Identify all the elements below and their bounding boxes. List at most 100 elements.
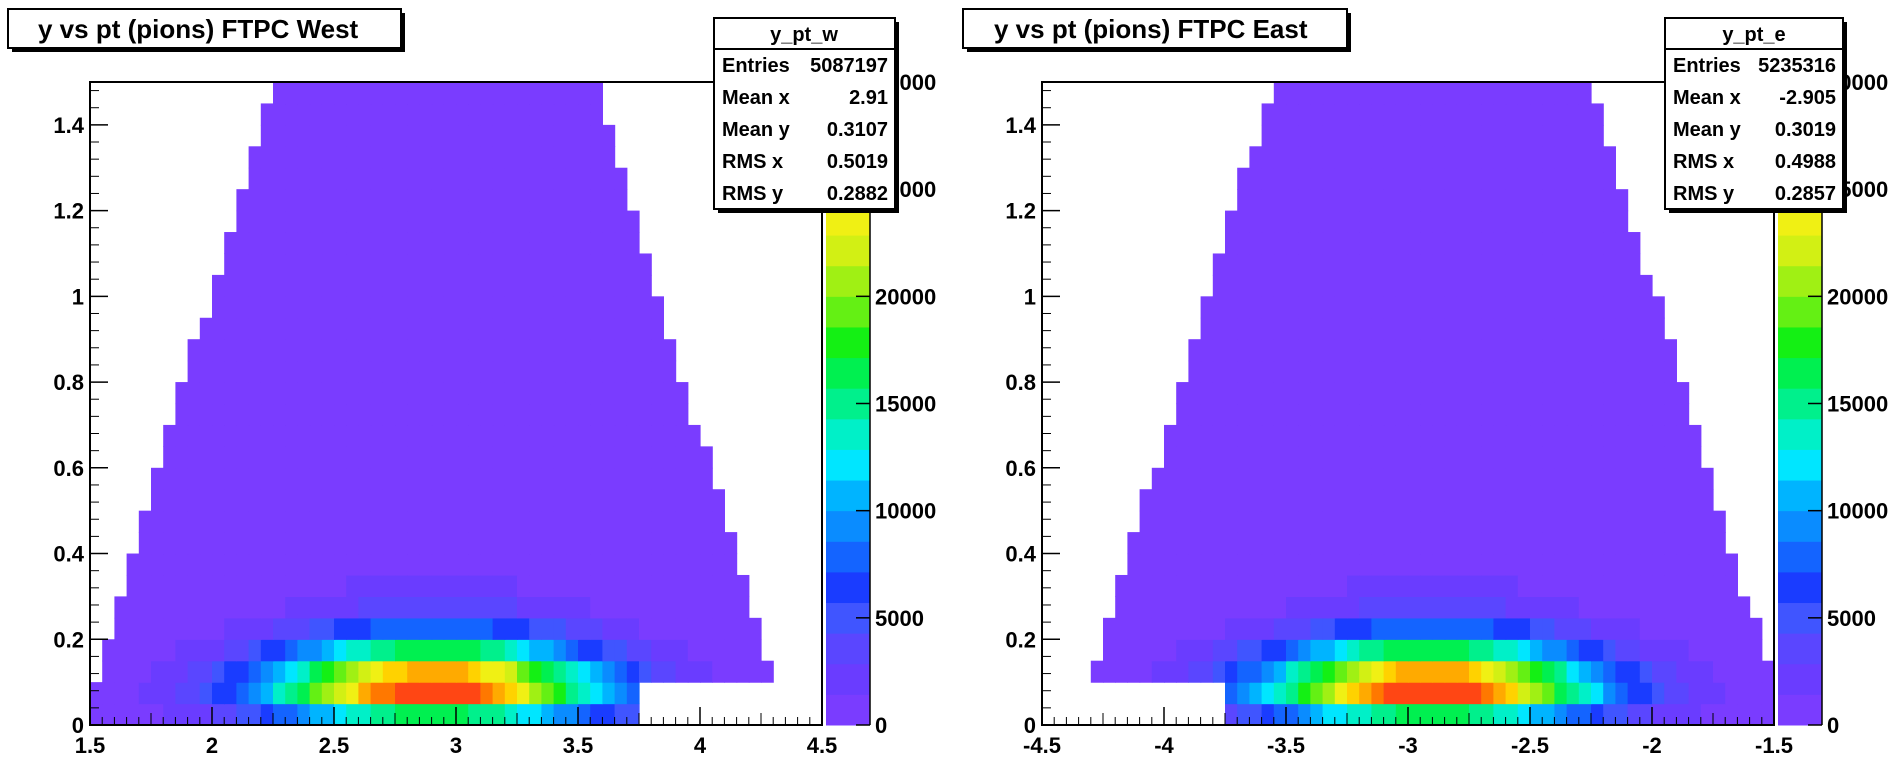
heatmap-cell (1420, 82, 1433, 105)
heatmap-cell (1749, 660, 1763, 683)
heatmap-cell (260, 489, 274, 512)
heatmap-cell (1469, 210, 1482, 233)
heatmap-cell (187, 382, 201, 405)
heatmap-cell (456, 103, 469, 126)
heatmap-cell (492, 467, 506, 490)
heatmap-cell (1432, 360, 1446, 383)
heatmap-cell (1603, 682, 1616, 705)
heatmap-cell (1530, 660, 1543, 683)
heatmap-cell (419, 639, 433, 662)
heatmap-cell (1261, 360, 1275, 383)
heatmap-cell (1298, 210, 1311, 233)
heatmap-cell (382, 574, 396, 597)
heatmap-cell (1432, 532, 1446, 555)
z-tick-label: 5000 (1827, 606, 1876, 631)
heatmap-cell (285, 553, 298, 576)
heatmap-cell (492, 274, 506, 297)
x-tick-label: 4.5 (807, 733, 838, 757)
heatmap-cell (309, 317, 323, 340)
heatmap-cell (456, 232, 469, 255)
heatmap-cell (382, 167, 396, 190)
heatmap-cell (407, 467, 420, 490)
heatmap-cell (590, 574, 603, 597)
heatmap-cell (517, 274, 530, 297)
heatmap-cell (1615, 232, 1629, 255)
heatmap-cell (260, 232, 274, 255)
heatmap-cell (1469, 446, 1482, 469)
heatmap-cell (358, 639, 372, 662)
heatmap-cell (273, 682, 286, 705)
heatmap-cell (590, 296, 603, 319)
heatmap-cell (1530, 82, 1543, 105)
heatmap-cell (1554, 424, 1568, 447)
heatmap-cell (285, 167, 298, 190)
palette-cell (1778, 357, 1822, 389)
heatmap-cell (199, 467, 213, 490)
heatmap-cell (529, 296, 542, 319)
heatmap-cell (553, 317, 567, 340)
heatmap-cell (1591, 467, 1604, 490)
heatmap-cell (1322, 103, 1336, 126)
heatmap-cell (602, 360, 616, 383)
heatmap-cell (370, 424, 384, 447)
heatmap-cell (273, 82, 286, 105)
heatmap-cell (1469, 532, 1482, 555)
heatmap-cell (297, 596, 311, 619)
heatmap-cell (1176, 467, 1189, 490)
heatmap-cell (1420, 317, 1433, 340)
heatmap-cell (431, 124, 445, 147)
heatmap-cell (1176, 596, 1189, 619)
heatmap-cell (1383, 424, 1397, 447)
heatmap-cell (1517, 382, 1531, 405)
heatmap-cell (419, 360, 433, 383)
heatmap-cell (1261, 682, 1275, 705)
heatmap-cell (273, 296, 286, 319)
heatmap-cell (358, 274, 372, 297)
heatmap-cell (212, 424, 225, 447)
heatmap-cell (468, 574, 481, 597)
heatmap-cell (1481, 360, 1494, 383)
heatmap-cell (492, 339, 506, 362)
heatmap-cell (1688, 489, 1702, 512)
heatmap-cell (431, 467, 445, 490)
heatmap-cell (1298, 596, 1311, 619)
heatmap-cell (1481, 553, 1494, 576)
heatmap-cell (1688, 424, 1702, 447)
heatmap-cell (1383, 189, 1397, 212)
heatmap-cell (407, 403, 420, 426)
heatmap-cell (1359, 446, 1372, 469)
heatmap-cell (504, 510, 518, 533)
heatmap-cell (541, 596, 555, 619)
heatmap-cell (248, 167, 262, 190)
heatmap-cell (626, 660, 640, 683)
heatmap-cell (1359, 596, 1372, 619)
heatmap-cell (1408, 232, 1421, 255)
heatmap-cell (1371, 553, 1385, 576)
heatmap-cell (1713, 617, 1726, 640)
heatmap-cell (1713, 596, 1726, 619)
heatmap-cell (1371, 510, 1385, 533)
heatmap-cell (614, 489, 628, 512)
heatmap-cell (163, 682, 176, 705)
heatmap-cell (565, 296, 579, 319)
heatmap-cell (321, 682, 335, 705)
axes-east: -4.5 -4 -3.5 -3 -2.5 -2 -1.500.20.40.60.811.21… (1005, 90, 1793, 757)
heatmap-cell (431, 296, 445, 319)
heatmap-cell (1261, 339, 1275, 362)
heatmap-cell (309, 703, 323, 726)
heatmap-cell (602, 210, 616, 233)
heatmap-cell (1603, 339, 1616, 362)
heatmap-cell (1164, 639, 1177, 662)
heatmap-cell (163, 489, 176, 512)
heatmap-cell (1273, 167, 1287, 190)
heatmap-cell (602, 510, 616, 533)
heatmap-cell (395, 146, 408, 169)
heatmap-cell (260, 639, 274, 662)
heatmap-cell (1273, 82, 1287, 105)
heatmap-cell (602, 167, 616, 190)
heatmap-cell (273, 210, 286, 233)
heatmap-cell (1273, 317, 1287, 340)
heatmap-cell (248, 339, 262, 362)
heatmap-cell (1200, 639, 1214, 662)
heatmap-cell (1578, 124, 1592, 147)
